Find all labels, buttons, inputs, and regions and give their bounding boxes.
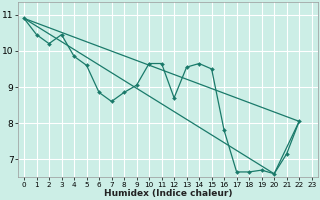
X-axis label: Humidex (Indice chaleur): Humidex (Indice chaleur) [104,189,232,198]
